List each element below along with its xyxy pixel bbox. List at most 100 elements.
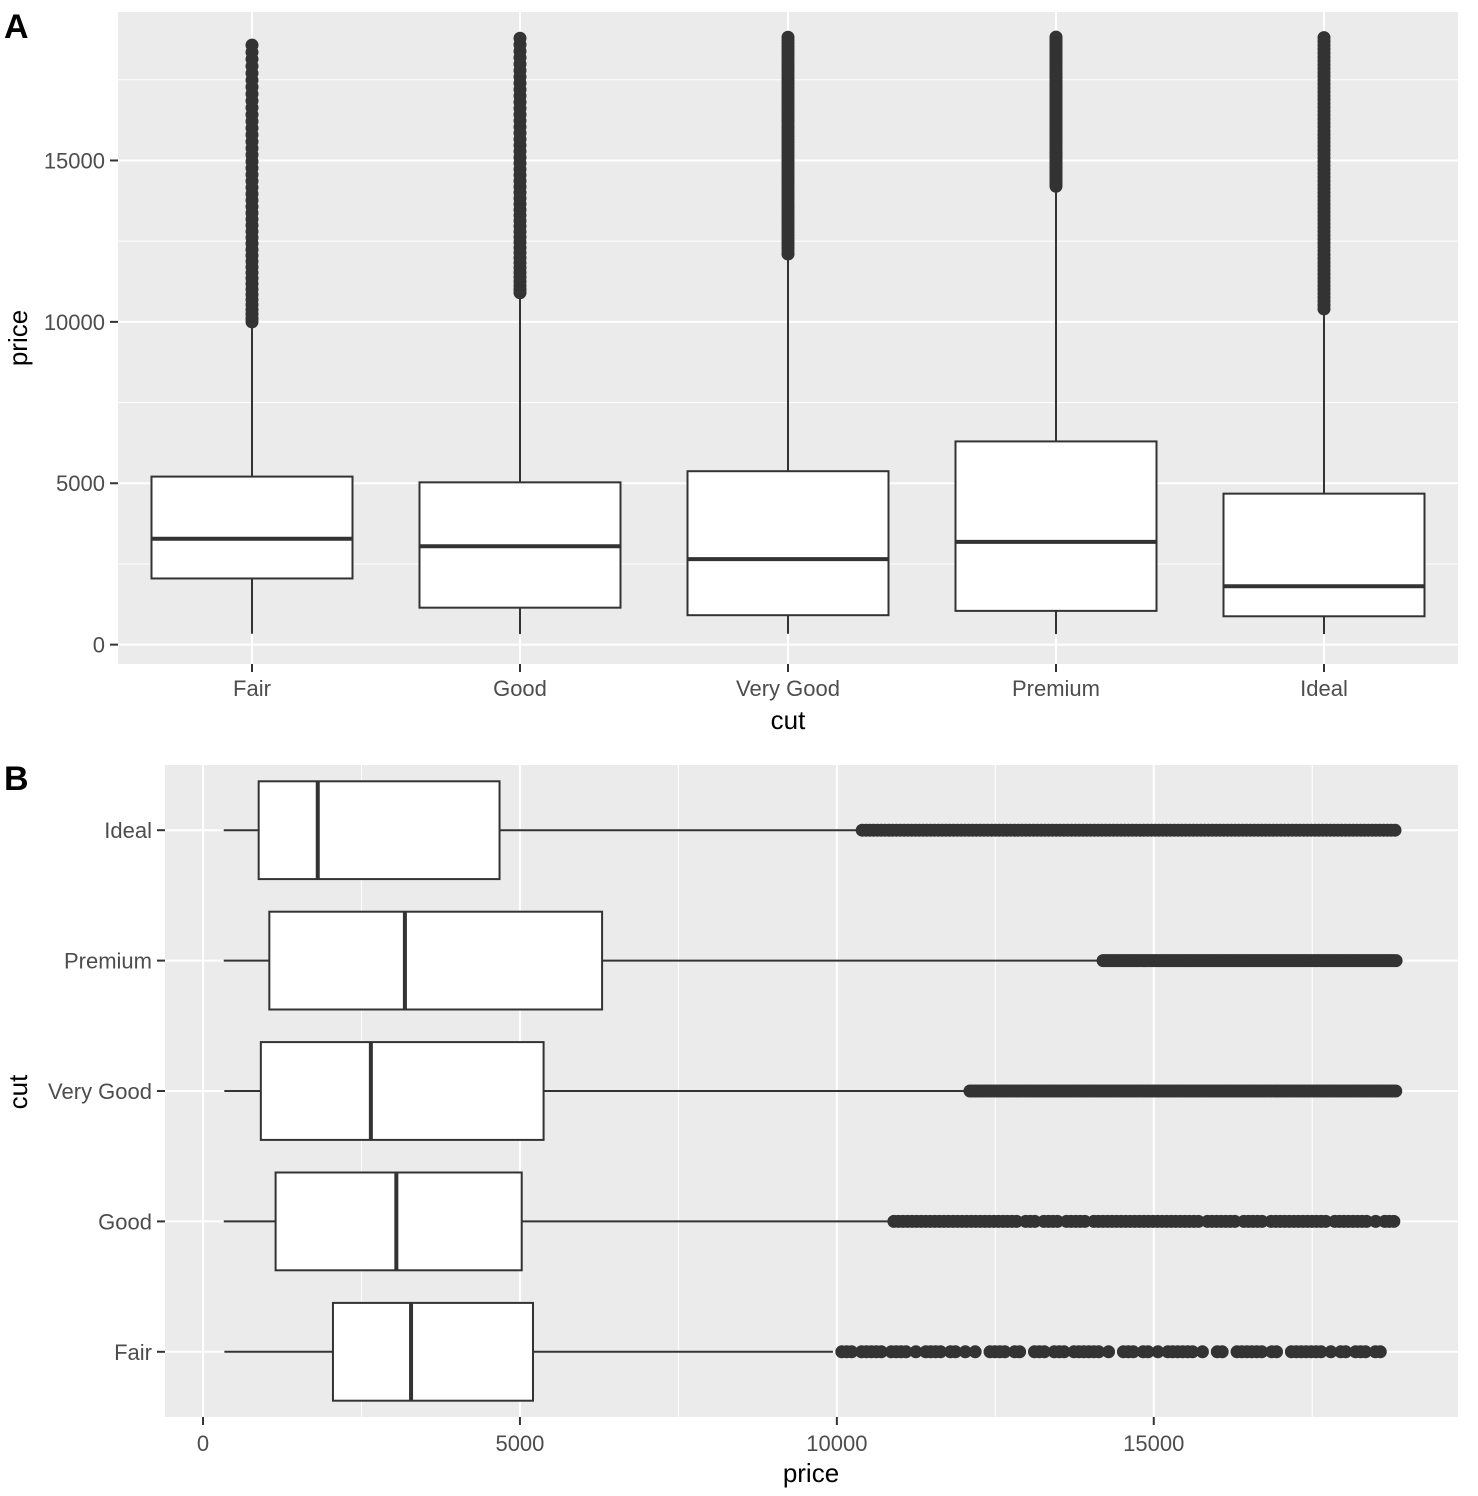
panel-b-y-tick-label-good: Good — [98, 1209, 152, 1234]
panel-a-y-tick-label: 0 — [93, 633, 105, 658]
panel-a-chart: 0 5000 10000 15000 Fair Good Very Good Premium I… — [44, 12, 1458, 701]
panel-b-y-tick-label-fair: Fair — [114, 1340, 152, 1365]
panel-b-outlier-point — [1228, 1214, 1242, 1228]
panel-a-outlier-point — [1049, 30, 1063, 44]
panel-b-outlier-point — [1270, 1345, 1284, 1359]
panel-a-outlier-point — [1317, 31, 1331, 45]
panel-b-outlier-point — [1360, 1214, 1374, 1228]
panel-b-outlier-point — [1373, 1345, 1387, 1359]
panel-b-outlier-point — [1389, 954, 1403, 968]
panel-b-y-tick-label-premium: Premium — [64, 949, 152, 974]
panel-b-y-tick-label-very-good: Very Good — [48, 1079, 152, 1104]
panel-a-boxplot-good — [418, 294, 622, 635]
panel-b-box — [259, 1041, 545, 1141]
panel-a-y-tick-label: 10000 — [44, 310, 105, 335]
panel-b-outlier-point — [874, 1345, 888, 1359]
panel-a-box — [954, 440, 1158, 612]
panel-b-outlier-point — [1255, 1214, 1269, 1228]
panel-a-box — [686, 470, 890, 617]
panel-b-outlier-point — [1186, 1345, 1200, 1359]
panel-b-outlier-point — [1255, 1345, 1269, 1359]
panel-b-box — [331, 1301, 534, 1402]
panel-b-outlier-point — [1013, 1345, 1027, 1359]
panel-b-outlier-point — [1339, 1345, 1353, 1359]
panel-b-x-tick-label: 5000 — [495, 1431, 544, 1456]
panel-b-outlier-point — [998, 1345, 1012, 1359]
panel-a-box — [1222, 492, 1426, 618]
panel-b-outlier-point — [1078, 1214, 1092, 1228]
panel-b-outlier-point — [1057, 1345, 1071, 1359]
panel-b-outliers-fair — [835, 1345, 1387, 1359]
panel-a-x-tick-label-good: Good — [493, 676, 547, 701]
panel-a-x-tick-label-very-good: Very Good — [736, 676, 840, 701]
panel-b-outlier-point — [1215, 1345, 1229, 1359]
panel-a-outliers-very-good — [781, 30, 795, 261]
panel-b-outliers-ideal — [855, 823, 1402, 837]
panel-b-boxplot-fair — [224, 1301, 833, 1402]
panel-b-outlier-point — [845, 1345, 859, 1359]
panel-a-outlier-point — [781, 30, 795, 44]
panel-a-y-tick-label: 5000 — [56, 471, 105, 496]
panel-b-outlier-point — [1324, 1345, 1338, 1359]
panel-b-chart: 0 5000 10000 15000 Fair Good Very Good Premium I… — [48, 765, 1458, 1456]
panel-b-boxplot-ideal — [223, 780, 860, 881]
panel-b-outlier-point — [909, 1345, 923, 1359]
panel-a-x-axis-title: cut — [771, 705, 806, 735]
panel-b-outlier-point — [1151, 1345, 1165, 1359]
panel-b-x-tick-label: 15000 — [1123, 1431, 1184, 1456]
panel-b-outlier-point — [1051, 1214, 1065, 1228]
panel-b-boxplot-very-good — [224, 1041, 967, 1141]
panel-b-outliers-good — [887, 1214, 1401, 1228]
panel-b-y-tick-label-ideal: Ideal — [104, 818, 152, 843]
panel-b-tag: B — [4, 760, 29, 798]
panel-a-outlier-point — [245, 38, 259, 52]
panel-b-box — [274, 1171, 523, 1272]
panel-b-outlier-point — [1092, 1345, 1106, 1359]
panel-b-outlier-point — [1389, 1084, 1403, 1098]
panel-b-x-tick-label: 10000 — [806, 1431, 867, 1456]
panel-a-y-axis-title: price — [3, 310, 33, 366]
panel-b-outlier-point — [948, 1345, 962, 1359]
panel-b-boxplot-premium — [223, 910, 1100, 1011]
panel-b-x-axis-title: price — [783, 1458, 839, 1488]
panel-b-box — [268, 910, 604, 1011]
panel-a-outliers-good — [513, 31, 527, 300]
panel-b-outlier-point — [1010, 1214, 1024, 1228]
panel-b-outlier-point — [1037, 1345, 1051, 1359]
panel-a-boxplot-very-good — [686, 255, 890, 634]
panel-a-x-tick-label-fair: Fair — [233, 676, 271, 701]
panel-b-y-axis-title: cut — [3, 1074, 33, 1109]
panel-b-outlier-point — [1387, 1214, 1401, 1228]
panel-b-outlier-point — [1028, 1214, 1042, 1228]
panel-b-box — [257, 780, 501, 881]
panel-b-outlier-point — [1141, 1345, 1155, 1359]
panel-b-outlier-point — [1191, 1214, 1205, 1228]
panel-b-outliers-premium — [1096, 954, 1403, 968]
panel-a-x-tick-label-premium: Premium — [1012, 676, 1100, 701]
panel-b-x-tick-label: 0 — [197, 1431, 209, 1456]
panel-a-outliers-fair — [245, 38, 259, 329]
panel-b-boxplot-good — [223, 1171, 891, 1272]
panel-b-outlier-point — [1314, 1345, 1328, 1359]
panel-b-outlier-point — [1369, 1214, 1383, 1228]
panel-a-tag: A — [4, 8, 29, 46]
panel-a-boxplot-fair — [150, 323, 354, 634]
panel-b-outlier-point — [958, 1345, 972, 1359]
panel-b-outlier-point — [968, 1345, 982, 1359]
panel-b-outlier-point — [899, 1345, 913, 1359]
panel-a-boxplot-premium — [954, 187, 1158, 635]
panel-a-x-tick-label-ideal: Ideal — [1300, 676, 1348, 701]
panel-b-outlier-point — [934, 1345, 948, 1359]
panel-b-outliers-very-good — [963, 1084, 1403, 1098]
panel-b-outlier-point — [1319, 1214, 1333, 1228]
panel-b-outlier-point — [1195, 1345, 1209, 1359]
panel-b-outlier-point — [1358, 1345, 1372, 1359]
panel-b-outlier-point — [1126, 1345, 1140, 1359]
panel-a-box — [150, 475, 354, 580]
panel-a-outliers-premium — [1049, 30, 1063, 193]
panel-b-outlier-point — [1388, 823, 1402, 837]
panel-a-boxplot-ideal — [1222, 310, 1426, 635]
panel-a-outliers-ideal — [1317, 31, 1331, 316]
panel-a-y-tick-label: 15000 — [44, 148, 105, 173]
